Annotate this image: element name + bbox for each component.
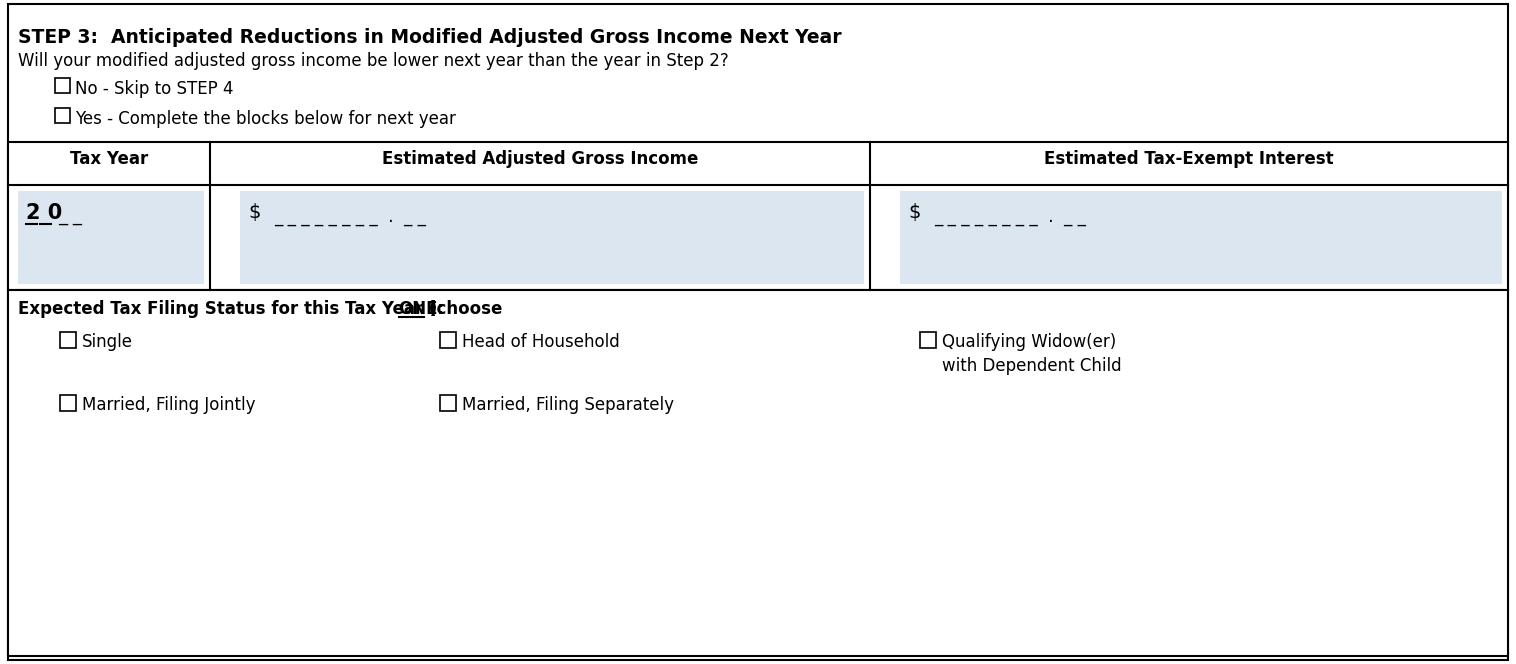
Bar <box>61 395 76 411</box>
Bar <box>440 395 456 411</box>
Bar <box>920 332 935 348</box>
Bar <box>240 191 864 284</box>
Text: No - Skip to STEP 4: No - Skip to STEP 4 <box>74 80 233 98</box>
Text: Tax Year: Tax Year <box>70 150 149 168</box>
Text: Estimated Adjusted Gross Income: Estimated Adjusted Gross Income <box>382 150 699 168</box>
Text: _ _: _ _ <box>58 207 82 225</box>
Text: Married, Filing Jointly: Married, Filing Jointly <box>82 396 256 414</box>
Text: Single: Single <box>82 333 133 351</box>
Text: STEP 3:  Anticipated Reductions in Modified Adjusted Gross Income Next Year: STEP 3: Anticipated Reductions in Modifi… <box>18 28 841 47</box>
Bar <box>55 78 70 93</box>
Text: Yes - Complete the blocks below for next year: Yes - Complete the blocks below for next… <box>74 110 456 128</box>
Bar <box>8 290 1508 656</box>
Bar <box>55 108 70 123</box>
Bar <box>61 332 76 348</box>
Text: $: $ <box>908 203 920 222</box>
Text: Married, Filing Separately: Married, Filing Separately <box>462 396 675 414</box>
Bar <box>18 191 205 284</box>
Text: 2 0: 2 0 <box>26 203 62 223</box>
Text: Head of Household: Head of Household <box>462 333 620 351</box>
Text: $: $ <box>249 203 261 222</box>
Text: Qualifying Widow(er)
with Dependent Child: Qualifying Widow(er) with Dependent Chil… <box>941 333 1122 374</box>
Text: ):: ): <box>424 300 444 318</box>
Bar <box>901 191 1502 284</box>
Bar <box>8 142 1508 290</box>
Text: Estimated Tax-Exempt Interest: Estimated Tax-Exempt Interest <box>1045 150 1334 168</box>
Text: _ _ _ _ _ _ _ _  .  _ _: _ _ _ _ _ _ _ _ . _ _ <box>274 208 426 226</box>
Text: _ _ _ _ _ _ _ _  .  _ _: _ _ _ _ _ _ _ _ . _ _ <box>934 208 1085 226</box>
Text: Will your modified adjusted gross income be lower next year than the year in Ste: Will your modified adjusted gross income… <box>18 52 729 70</box>
Text: Expected Tax Filing Status for this Tax Year (choose: Expected Tax Filing Status for this Tax … <box>18 300 508 318</box>
Bar <box>440 332 456 348</box>
Text: ONE: ONE <box>399 300 438 318</box>
